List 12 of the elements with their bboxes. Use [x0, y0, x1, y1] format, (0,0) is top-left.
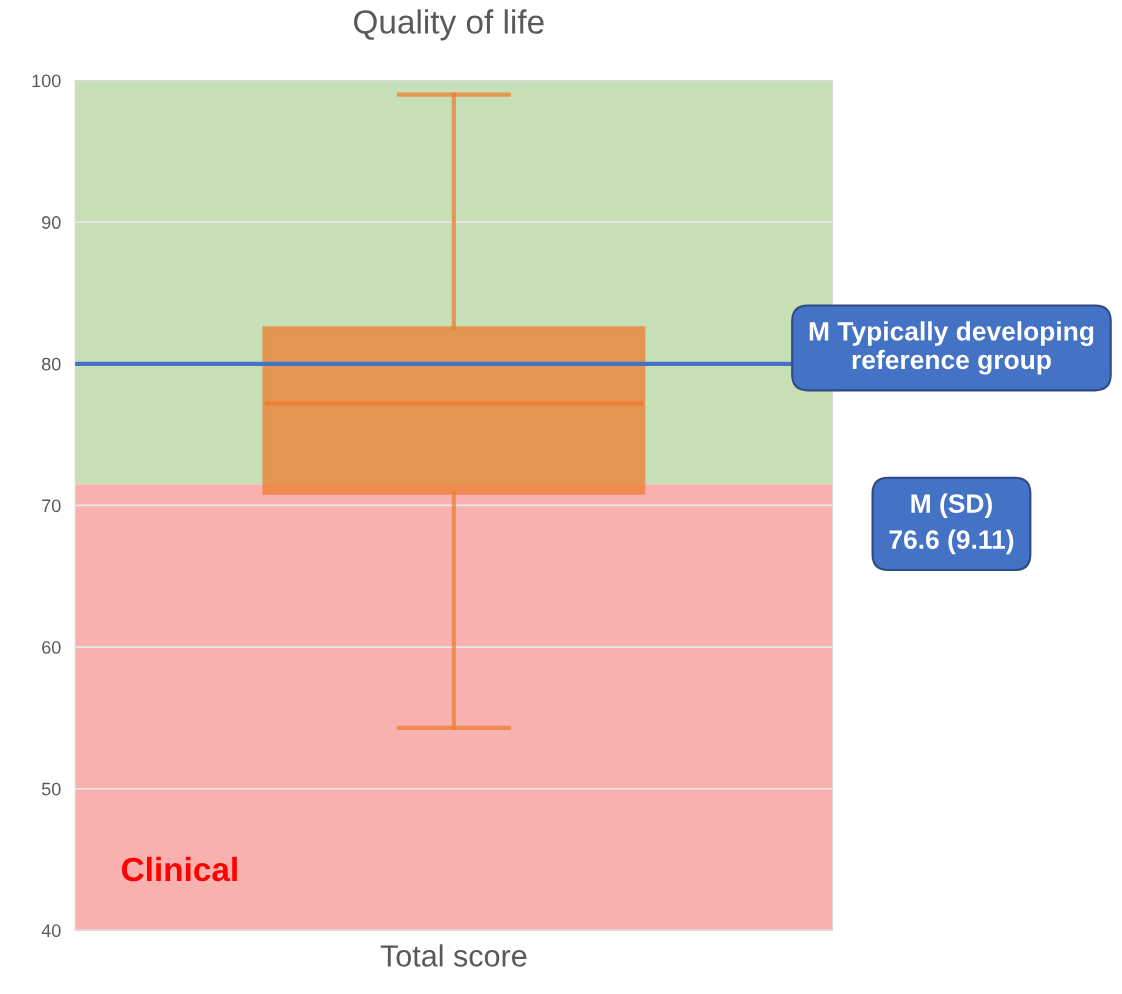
chart-title: Quality of life — [354, 9, 544, 41]
x-tick-label: Total score — [380, 944, 527, 967]
y-tick-label: 80 — [41, 357, 61, 371]
band-label: Clinical — [121, 856, 237, 882]
y-tick-label: 40 — [41, 924, 61, 938]
y-tick-label: 50 — [41, 782, 61, 796]
y-tick-label: 100 — [32, 74, 61, 88]
y-tick-label: 90 — [42, 216, 61, 229]
text: M (SD) 76.6 (9.11) — [889, 493, 1014, 555]
y-tick-label: 60 — [42, 641, 61, 654]
y-tick-label: 70 — [42, 499, 61, 513]
ref-line-label: M Typically developing reference group — [809, 321, 1094, 375]
